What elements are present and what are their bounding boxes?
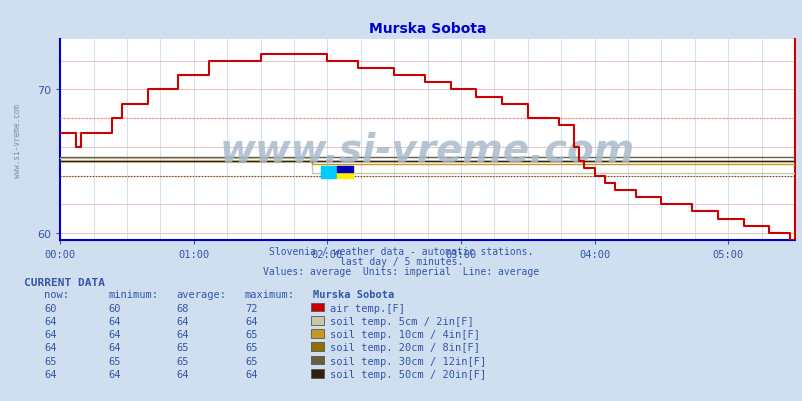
- Text: soil temp. 30cm / 12in[F]: soil temp. 30cm / 12in[F]: [330, 356, 486, 366]
- Text: maximum:: maximum:: [245, 290, 294, 300]
- Text: 60: 60: [108, 303, 121, 313]
- Text: www.si-vreme.com: www.si-vreme.com: [13, 103, 22, 177]
- Text: www.si-vreme.com: www.si-vreme.com: [220, 132, 634, 169]
- Text: Slovenia / weather data - automatic stations.: Slovenia / weather data - automatic stat…: [269, 247, 533, 257]
- Text: 64: 64: [44, 329, 57, 339]
- Text: 64: 64: [108, 316, 121, 326]
- Text: 64: 64: [176, 329, 189, 339]
- Text: 60: 60: [44, 303, 57, 313]
- Text: 65: 65: [44, 356, 57, 366]
- Text: 68: 68: [176, 303, 189, 313]
- Bar: [336, 166, 352, 172]
- Text: average:: average:: [176, 290, 226, 300]
- Text: 64: 64: [176, 316, 189, 326]
- Text: 64: 64: [176, 369, 189, 379]
- Text: 65: 65: [245, 342, 257, 352]
- Text: 72: 72: [245, 303, 257, 313]
- Text: 65: 65: [176, 342, 189, 352]
- Text: 64: 64: [44, 369, 57, 379]
- Text: soil temp. 5cm / 2in[F]: soil temp. 5cm / 2in[F]: [330, 316, 473, 326]
- Text: 64: 64: [108, 329, 121, 339]
- Text: Values: average  Units: imperial  Line: average: Values: average Units: imperial Line: av…: [263, 267, 539, 277]
- Title: Murska Sobota: Murska Sobota: [368, 22, 486, 36]
- Text: soil temp. 50cm / 20in[F]: soil temp. 50cm / 20in[F]: [330, 369, 486, 379]
- Text: 64: 64: [44, 316, 57, 326]
- Text: 64: 64: [44, 342, 57, 352]
- Text: 64: 64: [108, 369, 121, 379]
- Text: minimum:: minimum:: [108, 290, 158, 300]
- Text: last day / 5 minutes.: last day / 5 minutes.: [339, 257, 463, 267]
- Text: 64: 64: [245, 316, 257, 326]
- Text: CURRENT DATA: CURRENT DATA: [24, 277, 105, 288]
- Text: 65: 65: [108, 356, 121, 366]
- Text: air temp.[F]: air temp.[F]: [330, 303, 404, 313]
- Text: 65: 65: [245, 329, 257, 339]
- Text: 65: 65: [176, 356, 189, 366]
- Text: 64: 64: [245, 369, 257, 379]
- Bar: [336, 172, 352, 179]
- Text: soil temp. 20cm / 8in[F]: soil temp. 20cm / 8in[F]: [330, 342, 480, 352]
- Text: 65: 65: [245, 356, 257, 366]
- Bar: [320, 166, 336, 179]
- Text: now:: now:: [44, 290, 69, 300]
- Text: Murska Sobota: Murska Sobota: [313, 290, 394, 300]
- Text: 64: 64: [108, 342, 121, 352]
- Text: soil temp. 10cm / 4in[F]: soil temp. 10cm / 4in[F]: [330, 329, 480, 339]
